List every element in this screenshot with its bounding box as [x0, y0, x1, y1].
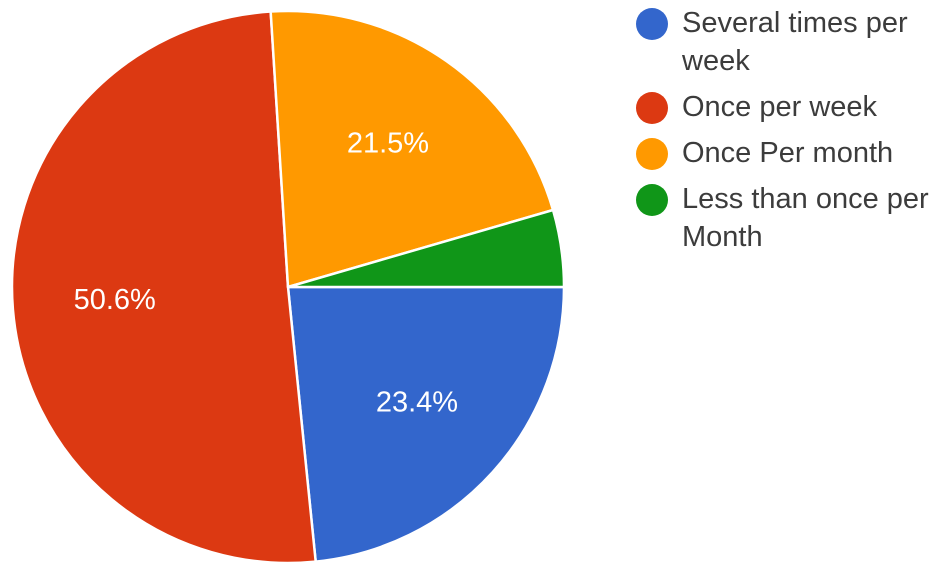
legend-item-less-than-once-per-month[interactable]: Less than once per Month — [636, 180, 950, 256]
slice-percent-label: 21.5% — [347, 127, 429, 159]
slice-once-per-week[interactable] — [10, 10, 317, 562]
legend-item-several-times-per-week[interactable]: Several times per week — [636, 4, 950, 80]
slice-several-times-per-week[interactable] — [286, 285, 566, 562]
slice-less-than-once-per-month[interactable] — [286, 208, 566, 289]
legend-swatch — [636, 92, 668, 124]
legend-swatch — [636, 184, 668, 216]
legend-item-once-per-month[interactable]: Once Per month — [636, 134, 950, 172]
legend-swatch — [636, 8, 668, 40]
slice-once-per-month[interactable] — [269, 9, 555, 289]
legend-item-once-per-week[interactable]: Once per week — [636, 88, 950, 126]
legend-label: Once Per month — [682, 137, 894, 169]
legend-label: Several times per week — [682, 7, 908, 77]
slice-percent-label: 50.6% — [74, 284, 156, 316]
slice-percent-label: 23.4% — [376, 386, 458, 418]
pie-chart: 23.4% 50.6% 21.5% — [10, 9, 566, 562]
legend-swatch — [636, 138, 668, 170]
chart-legend: Several times per week Once per week Onc… — [636, 4, 950, 264]
legend-label: Less than once per Month — [682, 183, 929, 253]
legend-label: Once per week — [682, 91, 878, 123]
